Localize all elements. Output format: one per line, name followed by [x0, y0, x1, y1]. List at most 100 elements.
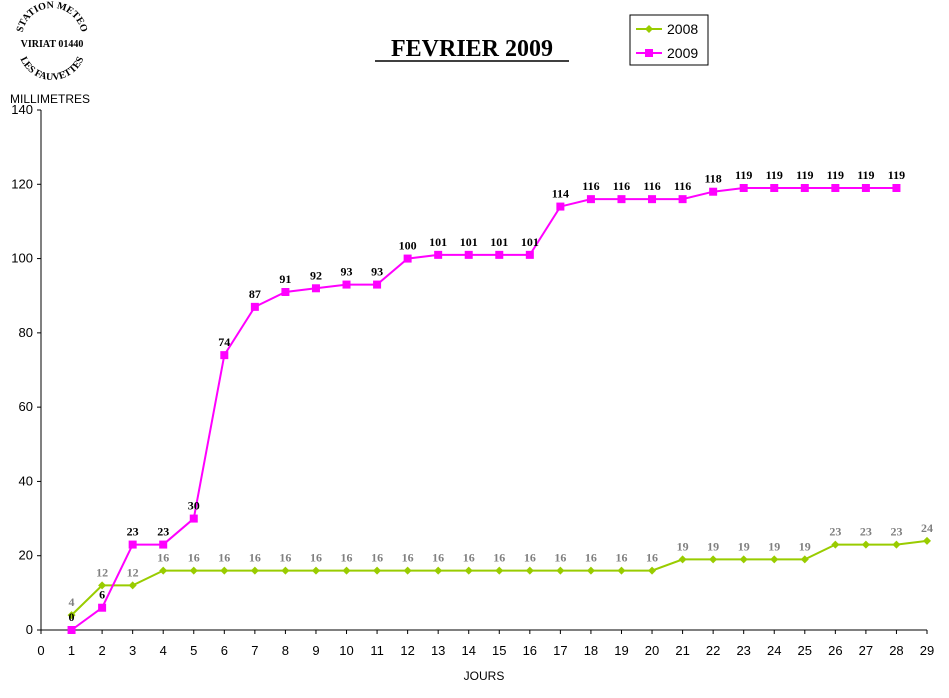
data-label-2009: 0	[69, 610, 75, 624]
point-2009	[342, 280, 351, 289]
data-label-2008: 16	[646, 551, 658, 565]
data-label-2008: 19	[677, 539, 689, 553]
chart-title: FEVRIER 2009	[391, 36, 553, 62]
data-label-2009: 92	[310, 268, 322, 282]
point-2009	[831, 184, 840, 192]
point-2009	[434, 250, 443, 259]
data-label-2009: 23	[127, 525, 139, 539]
x-ticks: 0 1 2 3 4 5 6 7 8 9 10 11 12 13 14 15 16 17 18 19 20 21 22 23 24…	[37, 630, 934, 658]
y-ticks: 0 20 40 60 80 100 120 140	[11, 102, 41, 637]
point-2009	[586, 195, 595, 204]
x-tick-label: 8	[282, 643, 289, 658]
point-2008	[739, 555, 748, 564]
y-tick-label: 60	[19, 399, 33, 414]
x-tick-label: 12	[400, 643, 414, 658]
point-2009	[464, 250, 473, 259]
data-label-2009: 91	[279, 272, 291, 286]
data-label-2008: 19	[738, 539, 750, 553]
x-tick-label: 15	[492, 643, 506, 658]
data-label-2009: 119	[827, 168, 844, 182]
point-2009	[373, 280, 382, 289]
point-2008	[800, 555, 809, 564]
x-tick-label: 17	[553, 643, 567, 658]
point-2009	[220, 351, 229, 360]
x-tick-label: 20	[645, 643, 659, 658]
x-tick-label: 6	[221, 643, 228, 658]
point-2009	[648, 195, 657, 204]
x-tick-label: 13	[431, 643, 445, 658]
data-label-2008: 24	[921, 521, 933, 535]
data-label-2009: 119	[766, 168, 783, 182]
point-2008	[923, 536, 931, 545]
y-tick-label: 80	[19, 325, 33, 340]
data-label-2008: 16	[249, 551, 261, 565]
point-2009	[159, 540, 168, 549]
point-2008	[311, 566, 320, 575]
data-label-2008: 16	[188, 551, 200, 565]
y-tick-label: 0	[26, 622, 33, 637]
point-2008	[617, 566, 626, 575]
point-2008	[67, 611, 76, 620]
point-2008	[189, 566, 198, 575]
data-label-2009: 119	[857, 168, 874, 182]
point-2008	[373, 566, 382, 575]
data-label-2008: 16	[615, 551, 627, 565]
stamp-line-1: STATION METEO	[15, 0, 90, 34]
point-2008	[770, 555, 779, 564]
point-2008	[434, 566, 443, 575]
data-label-2009: 6	[99, 588, 105, 602]
data-label-2008: 23	[890, 525, 902, 539]
x-tick-label: 14	[461, 643, 475, 658]
x-tick-label: 7	[251, 643, 258, 658]
point-2008	[220, 566, 229, 575]
data-labels: 4 12 12 16 16 16 16 16 16 16 16 16 16 16 16 16 16 16 16 16 1…	[69, 168, 933, 624]
point-2008	[831, 540, 840, 549]
data-label-2008: 16	[554, 551, 566, 565]
x-tick-label: 23	[736, 643, 750, 658]
data-label-2009: 23	[157, 525, 169, 539]
point-2008	[586, 566, 595, 575]
data-label-2009: 119	[735, 168, 752, 182]
series-layer	[67, 184, 931, 634]
point-2008	[495, 566, 504, 575]
x-tick-label: 4	[160, 643, 167, 658]
x-tick-label: 10	[339, 643, 353, 658]
data-label-2008: 12	[96, 565, 108, 579]
point-2008	[648, 566, 657, 575]
point-2008	[342, 566, 351, 575]
series-line-2009	[70, 187, 897, 631]
y-tick-label: 100	[11, 251, 33, 266]
point-2009	[556, 202, 565, 211]
data-label-2009: 119	[888, 168, 905, 182]
data-label-2008: 16	[402, 551, 414, 565]
data-label-2008: 19	[707, 539, 719, 553]
point-2009	[739, 184, 748, 192]
legend-label-2009: 2009	[667, 45, 698, 61]
data-label-2009: 116	[674, 179, 691, 193]
point-2009	[892, 184, 901, 192]
data-label-2009: 101	[429, 235, 447, 249]
x-axis-title: JOURS	[464, 669, 505, 683]
data-label-2009: 74	[218, 335, 230, 349]
x-tick-label: 21	[675, 643, 689, 658]
point-2009	[98, 603, 107, 612]
point-2009	[617, 195, 626, 204]
point-2009	[250, 302, 259, 311]
legend: 2008 2009	[629, 14, 709, 66]
x-tick-label: 25	[798, 643, 812, 658]
data-label-2009: 119	[796, 168, 813, 182]
data-label-2008: 4	[69, 595, 75, 609]
point-2008	[281, 566, 290, 575]
point-2009	[403, 254, 412, 263]
point-2009	[189, 514, 198, 523]
x-tick-label: 9	[312, 643, 319, 658]
data-label-2008: 12	[127, 565, 139, 579]
data-label-2009: 30	[188, 499, 200, 513]
data-label-2009: 114	[552, 187, 569, 201]
data-label-2009: 100	[399, 239, 417, 253]
y-tick-label: 120	[11, 176, 33, 191]
data-label-2009: 116	[643, 179, 660, 193]
legend-box	[629, 14, 709, 66]
data-label-2008: 16	[218, 551, 230, 565]
